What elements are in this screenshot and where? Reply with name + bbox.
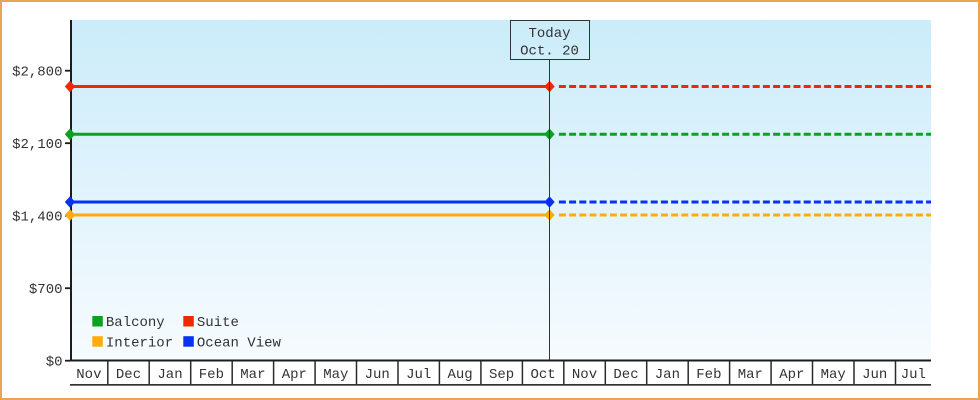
svg-text:Jun: Jun xyxy=(862,367,887,383)
svg-text:Interior: Interior xyxy=(106,335,173,351)
svg-text:Today: Today xyxy=(528,26,570,42)
svg-text:Ocean View: Ocean View xyxy=(197,335,282,351)
svg-text:Feb: Feb xyxy=(199,367,224,383)
svg-text:$700: $700 xyxy=(29,282,63,298)
svg-text:Nov: Nov xyxy=(76,367,101,383)
svg-text:$1,400: $1,400 xyxy=(12,210,62,226)
svg-text:Suite: Suite xyxy=(197,315,239,331)
svg-text:Jul: Jul xyxy=(406,367,431,383)
svg-text:Oct: Oct xyxy=(530,367,555,383)
svg-text:Jul: Jul xyxy=(901,367,926,383)
svg-text:Aug: Aug xyxy=(447,367,472,383)
svg-text:May: May xyxy=(323,367,348,383)
svg-text:Balcony: Balcony xyxy=(106,315,165,331)
svg-text:Jan: Jan xyxy=(157,367,182,383)
svg-text:Mar: Mar xyxy=(738,367,763,383)
svg-text:Jun: Jun xyxy=(365,367,390,383)
svg-text:Jan: Jan xyxy=(655,367,680,383)
svg-text:$2,800: $2,800 xyxy=(12,65,62,81)
svg-text:Oct. 20: Oct. 20 xyxy=(520,43,579,59)
svg-text:$2,100: $2,100 xyxy=(12,137,62,153)
svg-text:Sep: Sep xyxy=(489,367,514,383)
svg-text:Apr: Apr xyxy=(779,367,804,383)
svg-text:$0: $0 xyxy=(46,355,63,371)
svg-text:Feb: Feb xyxy=(696,367,721,383)
svg-text:Apr: Apr xyxy=(282,367,307,383)
svg-text:Nov: Nov xyxy=(572,367,597,383)
svg-text:Dec: Dec xyxy=(116,367,141,383)
svg-text:Mar: Mar xyxy=(240,367,265,383)
svg-text:Dec: Dec xyxy=(613,367,638,383)
svg-text:May: May xyxy=(821,367,846,383)
